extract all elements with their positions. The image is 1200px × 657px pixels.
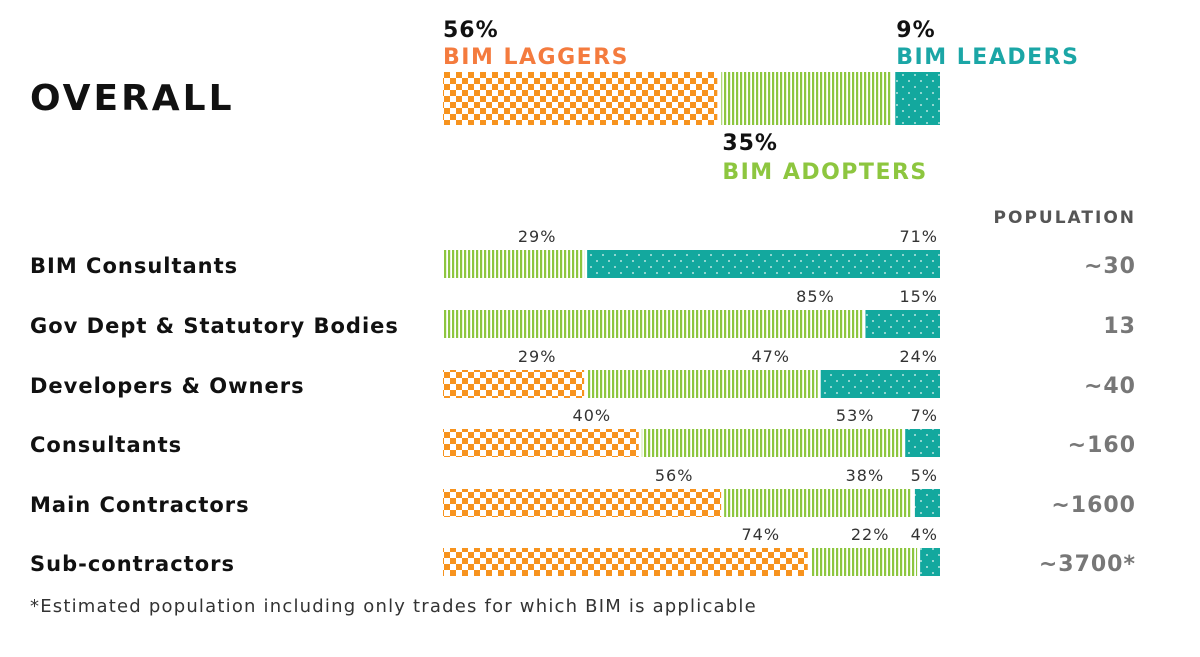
row-label: BIM Consultants	[30, 254, 238, 278]
overall-category-adopters: BIM ADOPTERS	[722, 160, 927, 185]
segment-pct-label: 53%	[836, 406, 875, 425]
bar-segment-adopters	[443, 310, 863, 338]
segment-pct-label: 7%	[911, 406, 938, 425]
overall-pct-leaders: 9%	[896, 18, 935, 43]
bar-segment-laggers	[443, 429, 639, 457]
overall-segment-laggers	[443, 72, 718, 125]
population-value: ~40	[1084, 374, 1136, 399]
footnote: *Estimated population including only tra…	[30, 596, 757, 617]
segment-pct-label: 74%	[741, 525, 780, 544]
overall-bar: 56%BIM LAGGERS 35% BIM ADOPTERS 9%BIM LEADE…	[443, 18, 1079, 185]
population-value: ~1600	[1051, 493, 1136, 518]
segment-pct-label: 47%	[751, 347, 790, 366]
population-value: ~3700*	[1039, 552, 1136, 577]
overall-category-leaders: BIM LEADERS	[896, 45, 1079, 70]
segment-pct-label: 24%	[899, 347, 938, 366]
bar-segment-adopters	[724, 489, 912, 517]
bar-segment-laggers	[443, 370, 585, 398]
bar-segment-leaders	[587, 250, 940, 278]
row-label: Main Contractors	[30, 493, 250, 517]
segment-pct-label: 29%	[518, 347, 557, 366]
segment-pct-label: 40%	[573, 406, 612, 425]
row-4: Consultants ~160 40% 53% 7%	[30, 406, 1136, 458]
row-2: Gov Dept & Statutory Bodies 13 85% 15%	[30, 287, 1136, 339]
bar-segment-laggers	[443, 548, 808, 576]
segment-pct-label: 5%	[911, 466, 938, 485]
segment-pct-label: 71%	[899, 227, 938, 246]
overall-category-laggers: BIM LAGGERS	[443, 45, 629, 70]
bar-segment-leaders	[905, 429, 940, 457]
bar-segment-adopters	[587, 370, 818, 398]
segment-pct-label: 22%	[851, 525, 890, 544]
population-value: ~30	[1084, 254, 1136, 279]
bar-segment-adopters	[641, 429, 903, 457]
bar-segment-laggers	[443, 489, 722, 517]
bar-segment-leaders	[914, 489, 940, 517]
segment-pct-label: 4%	[911, 525, 938, 544]
population-header: POPULATION	[994, 208, 1136, 228]
row-3: Developers & Owners ~40 29% 47% 24%	[30, 347, 1136, 399]
bar-segment-leaders	[820, 370, 940, 398]
overall-segment-adopters	[721, 72, 892, 125]
bar-segment-adopters	[443, 250, 585, 278]
segment-pct-label: 15%	[899, 287, 938, 306]
row-label: Sub-contractors	[30, 552, 235, 576]
row-bars: BIM Consultants ~30 29% 71% Gov Dept & Statu…	[30, 227, 1136, 577]
overall-title: OVERALL	[30, 78, 235, 119]
population-value: ~160	[1068, 433, 1136, 458]
bar-segment-leaders	[865, 310, 940, 338]
segment-pct-label: 85%	[796, 287, 835, 306]
row-label: Developers & Owners	[30, 374, 305, 398]
row-1: BIM Consultants ~30 29% 71%	[30, 227, 1136, 279]
population-value: 13	[1103, 314, 1136, 339]
row-5: Main Contractors ~1600 56% 38% 5%	[30, 466, 1136, 518]
segment-pct-label: 38%	[846, 466, 885, 485]
segment-pct-label: 56%	[655, 466, 694, 485]
bar-segment-adopters	[810, 548, 918, 576]
bar-segment-leaders	[920, 548, 940, 576]
overall-pct-laggers: 56%	[443, 18, 499, 43]
overall-pct-adopters: 35%	[722, 131, 778, 156]
row-6: Sub-contractors ~3700* 74% 22% 4%	[30, 525, 1136, 577]
overall-segment-leaders	[895, 72, 940, 125]
segment-pct-label: 29%	[518, 227, 557, 246]
row-label: Gov Dept & Statutory Bodies	[30, 314, 399, 338]
row-label: Consultants	[30, 433, 182, 457]
